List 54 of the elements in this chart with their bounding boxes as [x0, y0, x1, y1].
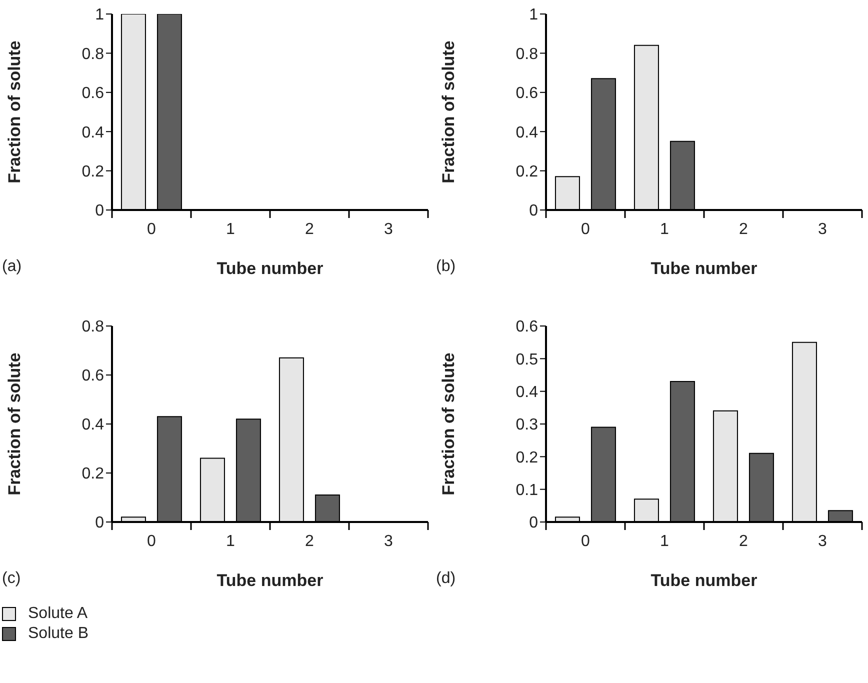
y-tick-label: 0.1 — [516, 482, 538, 500]
y-tick-label: 0.3 — [516, 416, 538, 434]
y-tick-label: 0.5 — [516, 351, 538, 368]
text: (b) — [436, 258, 456, 276]
y-tick-label: 0.4 — [516, 124, 538, 142]
x-axis-title: Tube number — [650, 259, 758, 278]
text: (d) — [436, 570, 456, 588]
x-axis-title: Tube number — [216, 571, 324, 590]
y-axis-title: Fraction of solute — [5, 40, 24, 184]
x-tick-label: 0 — [581, 221, 590, 238]
y-tick-label: 0.6 — [516, 318, 538, 336]
x-tick-label: 3 — [384, 533, 394, 550]
y-tick-label: 1 — [95, 6, 104, 24]
y-tick-label: 0 — [95, 202, 104, 220]
x-tick-label: 3 — [818, 221, 828, 238]
x-axis-title: Tube number — [650, 571, 758, 590]
y-tick-label: 0.4 — [82, 416, 104, 434]
y-tick-label: 0.6 — [516, 85, 538, 102]
y-tick-label: 0.2 — [82, 163, 104, 180]
y-tick-label: 0.4 — [82, 124, 104, 142]
x-tick-label: 2 — [739, 533, 748, 550]
x-tick-label: 1 — [226, 221, 236, 238]
y-tick-label: 0.4 — [516, 384, 538, 402]
x-tick-label: 3 — [384, 221, 394, 238]
y-tick-label: 0.2 — [82, 466, 104, 483]
y-tick-label: 0.2 — [516, 449, 538, 466]
x-axis-title: Tube number — [216, 259, 324, 278]
y-axis-title: Fraction of solute — [5, 352, 24, 496]
x-tick-label: 1 — [660, 533, 670, 550]
x-tick-label: 1 — [660, 221, 670, 238]
y-tick-label: 0.2 — [516, 163, 538, 180]
y-axis-title: Fraction of solute — [439, 40, 458, 184]
y-tick-label: 1 — [529, 6, 538, 24]
y-tick-label: 0.8 — [82, 46, 104, 63]
x-tick-label: 2 — [739, 221, 748, 238]
text: (a) — [2, 258, 22, 276]
y-axis-title: Fraction of solute — [439, 352, 458, 496]
x-tick-label: 0 — [147, 221, 156, 238]
x-tick-label: 2 — [305, 221, 314, 238]
y-tick-label: 0.6 — [82, 368, 104, 385]
y-tick-label: 0 — [95, 514, 104, 532]
y-tick-label: 0.8 — [82, 318, 104, 336]
text: (c) — [2, 570, 21, 588]
x-tick-label: 0 — [147, 533, 156, 550]
y-tick-label: 0 — [529, 514, 538, 532]
x-tick-label: 2 — [305, 533, 314, 550]
x-tick-label: 0 — [581, 533, 590, 550]
y-tick-label: 0.6 — [82, 85, 104, 102]
legend-label: Solute B — [28, 625, 88, 643]
x-tick-label: 1 — [226, 533, 236, 550]
legend-label: Solute A — [28, 605, 88, 623]
y-tick-label: 0 — [529, 202, 538, 220]
x-tick-label: 3 — [818, 533, 828, 550]
y-tick-label: 0.8 — [516, 46, 538, 63]
